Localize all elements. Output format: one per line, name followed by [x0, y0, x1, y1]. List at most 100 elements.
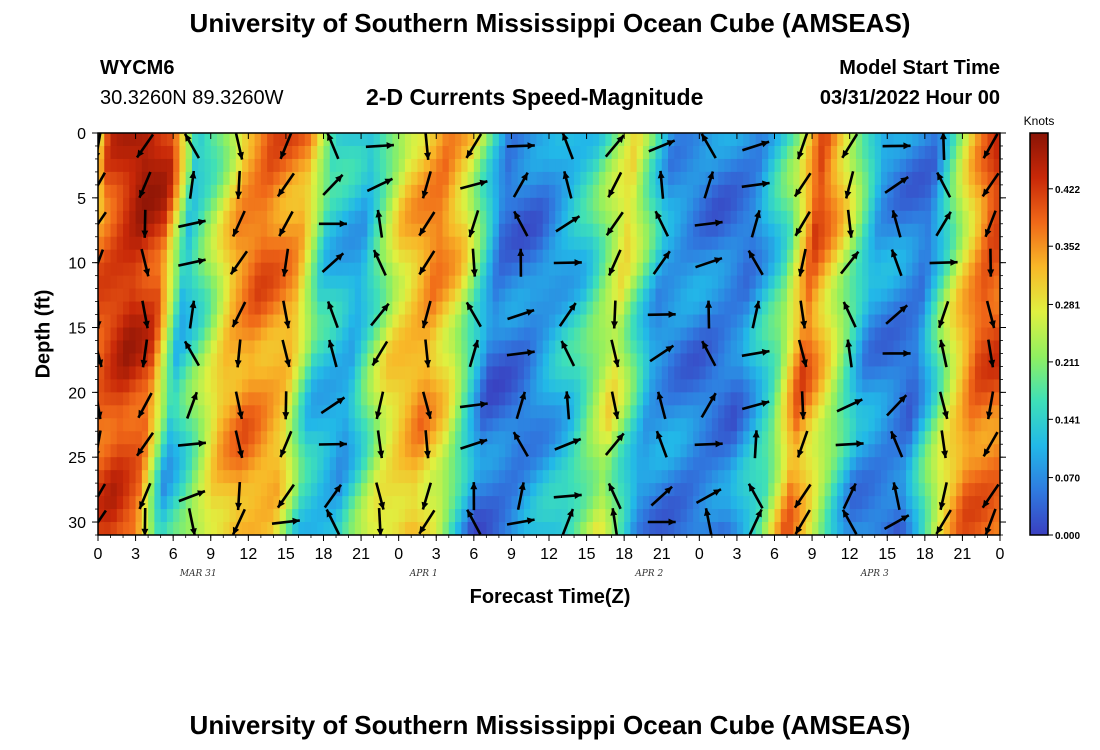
heatmap-cell — [743, 470, 751, 484]
heatmap-cell — [761, 340, 769, 355]
heatmap-cell — [906, 249, 913, 264]
heatmap-cell — [217, 133, 224, 147]
heatmap-cell — [968, 444, 976, 458]
heatmap-cell — [154, 275, 162, 290]
heatmap-cell — [567, 340, 575, 355]
heatmap-cell — [711, 197, 719, 212]
heatmap-cell — [812, 249, 819, 264]
heatmap-cell — [561, 275, 569, 290]
heatmap-cell — [837, 133, 844, 147]
heatmap-cell — [229, 340, 237, 355]
heatmap-cell — [611, 457, 619, 471]
heatmap-cell — [436, 197, 444, 212]
heatmap-cell — [730, 197, 738, 212]
heatmap-cell — [154, 418, 162, 432]
heatmap-cell — [260, 197, 268, 212]
heatmap-cell — [624, 457, 632, 471]
heatmap-cell — [686, 171, 694, 186]
heatmap-cell — [549, 431, 556, 445]
heatmap-cell — [730, 483, 738, 497]
heatmap-cell — [774, 314, 782, 329]
heatmap-cell — [661, 353, 669, 368]
heatmap-cell — [680, 158, 688, 173]
heatmap-cell — [448, 301, 456, 316]
heatmap-cell — [943, 483, 951, 497]
heatmap-cell — [398, 314, 406, 329]
current-arrow — [842, 301, 857, 328]
heatmap-cell — [693, 431, 700, 445]
heatmap-cell — [429, 418, 437, 432]
heatmap-cell — [298, 496, 306, 510]
heatmap-cell — [655, 236, 663, 251]
heatmap-cell — [198, 262, 206, 277]
heatmap-cell — [862, 444, 870, 458]
date-label: APR 3 — [860, 569, 889, 579]
heatmap-cell — [718, 288, 725, 303]
heatmap-cell — [868, 340, 876, 355]
heatmap-cell — [799, 522, 807, 535]
heatmap-cell — [292, 457, 300, 471]
heatmap-cell — [254, 522, 262, 535]
heatmap-cell — [974, 158, 982, 173]
heatmap-cell — [574, 418, 581, 432]
current-arrow — [886, 394, 908, 417]
heatmap-cell — [329, 483, 337, 497]
heatmap-cell — [505, 275, 513, 290]
heatmap-cell — [668, 431, 675, 445]
heatmap-cell — [361, 522, 368, 535]
heatmap-cell — [298, 197, 306, 212]
heatmap-cell — [223, 133, 231, 147]
heatmap-cell — [436, 470, 444, 484]
heatmap-cell — [191, 457, 199, 471]
heatmap-cell — [110, 197, 118, 212]
heatmap-cell — [874, 197, 882, 212]
heatmap-cell — [761, 496, 769, 510]
heatmap-cell — [480, 301, 487, 316]
heatmap-cell — [292, 418, 300, 432]
heatmap-cell — [918, 210, 926, 225]
heatmap-cell — [467, 184, 475, 199]
heatmap-cell — [135, 327, 143, 342]
heatmap-cell — [398, 522, 406, 535]
heatmap-cell — [937, 133, 945, 147]
heatmap-cell — [398, 210, 406, 225]
heatmap-cell — [868, 457, 876, 471]
heatmap-cell — [141, 288, 149, 303]
heatmap-cell — [442, 379, 450, 393]
heatmap-cell — [166, 184, 174, 199]
heatmap-cell — [787, 236, 794, 251]
heatmap-cell — [110, 314, 118, 329]
heatmap-cell — [342, 522, 350, 535]
heatmap-cell — [442, 457, 450, 471]
heatmap-cell — [837, 288, 844, 303]
heatmap-cell — [893, 223, 901, 238]
heatmap-cell — [636, 444, 644, 458]
heatmap-cell — [98, 301, 105, 316]
heatmap-cell — [599, 158, 606, 173]
heatmap-cell — [492, 457, 500, 471]
heatmap-cell — [542, 184, 550, 199]
heatmap-cell — [298, 158, 306, 173]
heatmap-cell — [423, 392, 431, 406]
heatmap-cell — [223, 301, 231, 316]
heatmap-cell — [937, 483, 945, 497]
heatmap-cell — [129, 145, 137, 160]
heatmap-cell — [699, 496, 707, 510]
heatmap-cell — [931, 184, 938, 199]
current-arrow — [271, 517, 300, 525]
heatmap-cell — [949, 197, 957, 212]
heatmap-cell — [536, 210, 544, 225]
heatmap-cell — [874, 444, 882, 458]
heatmap-cell — [918, 171, 926, 186]
heatmap-cell — [517, 405, 525, 419]
heatmap-cell — [874, 418, 882, 432]
heatmap-cell — [304, 509, 312, 523]
heatmap-cell — [329, 509, 337, 523]
heatmap-cell — [417, 405, 425, 419]
heatmap-cell — [924, 210, 932, 225]
heatmap-cell — [191, 288, 199, 303]
heatmap-cell — [668, 509, 675, 523]
heatmap-cell — [386, 133, 393, 147]
heatmap-cell — [530, 249, 538, 264]
heatmap-cell — [599, 133, 606, 147]
